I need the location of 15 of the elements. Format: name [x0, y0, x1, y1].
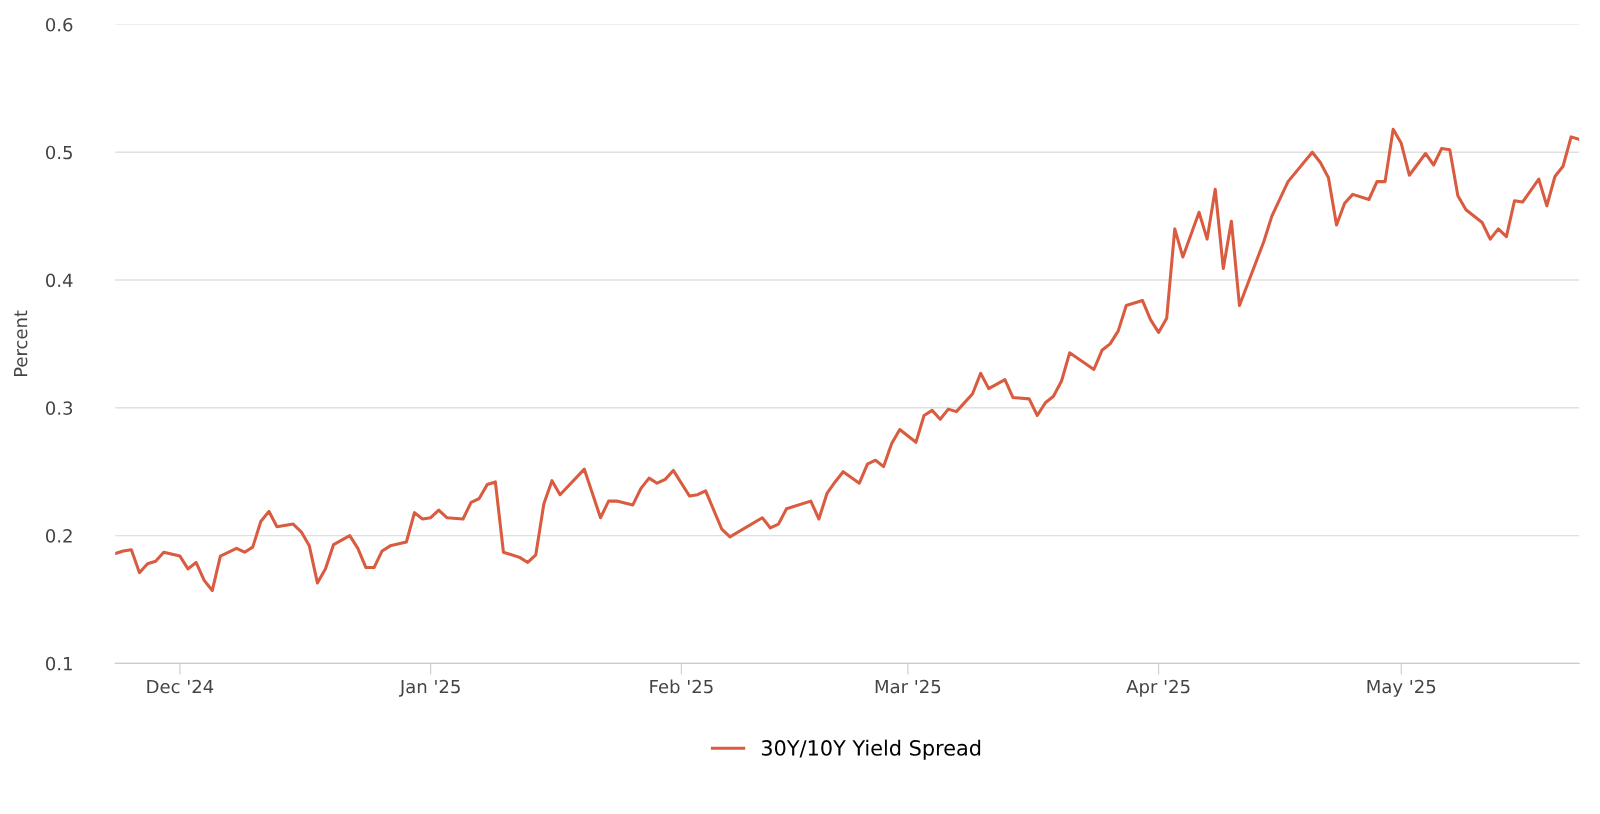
- y-axis-title: Percent: [14, 310, 28, 377]
- x-tick-label: Feb '25: [650, 679, 713, 694]
- legend-label: 30Y/10Y Yield Spread: [761, 739, 981, 760]
- line-series: [115, 127, 1580, 593]
- y-tick-label: 0.3: [46, 401, 73, 415]
- x-tick-label: Apr '25: [1126, 679, 1190, 697]
- x-tick-label: Dec '24: [147, 679, 214, 694]
- y-tick-label: 0.1: [46, 656, 72, 671]
- x-tick-label: Mar '25: [875, 679, 941, 694]
- y-tick-label: 0.4: [46, 273, 73, 288]
- y-tick-label: 0.2: [46, 529, 72, 543]
- x-tick-label: Jan '25: [398, 679, 460, 697]
- x-tick-label: May '25: [1367, 679, 1436, 697]
- y-tick-label: 0.5: [46, 145, 72, 160]
- y-tick-label: 0.6: [46, 17, 73, 32]
